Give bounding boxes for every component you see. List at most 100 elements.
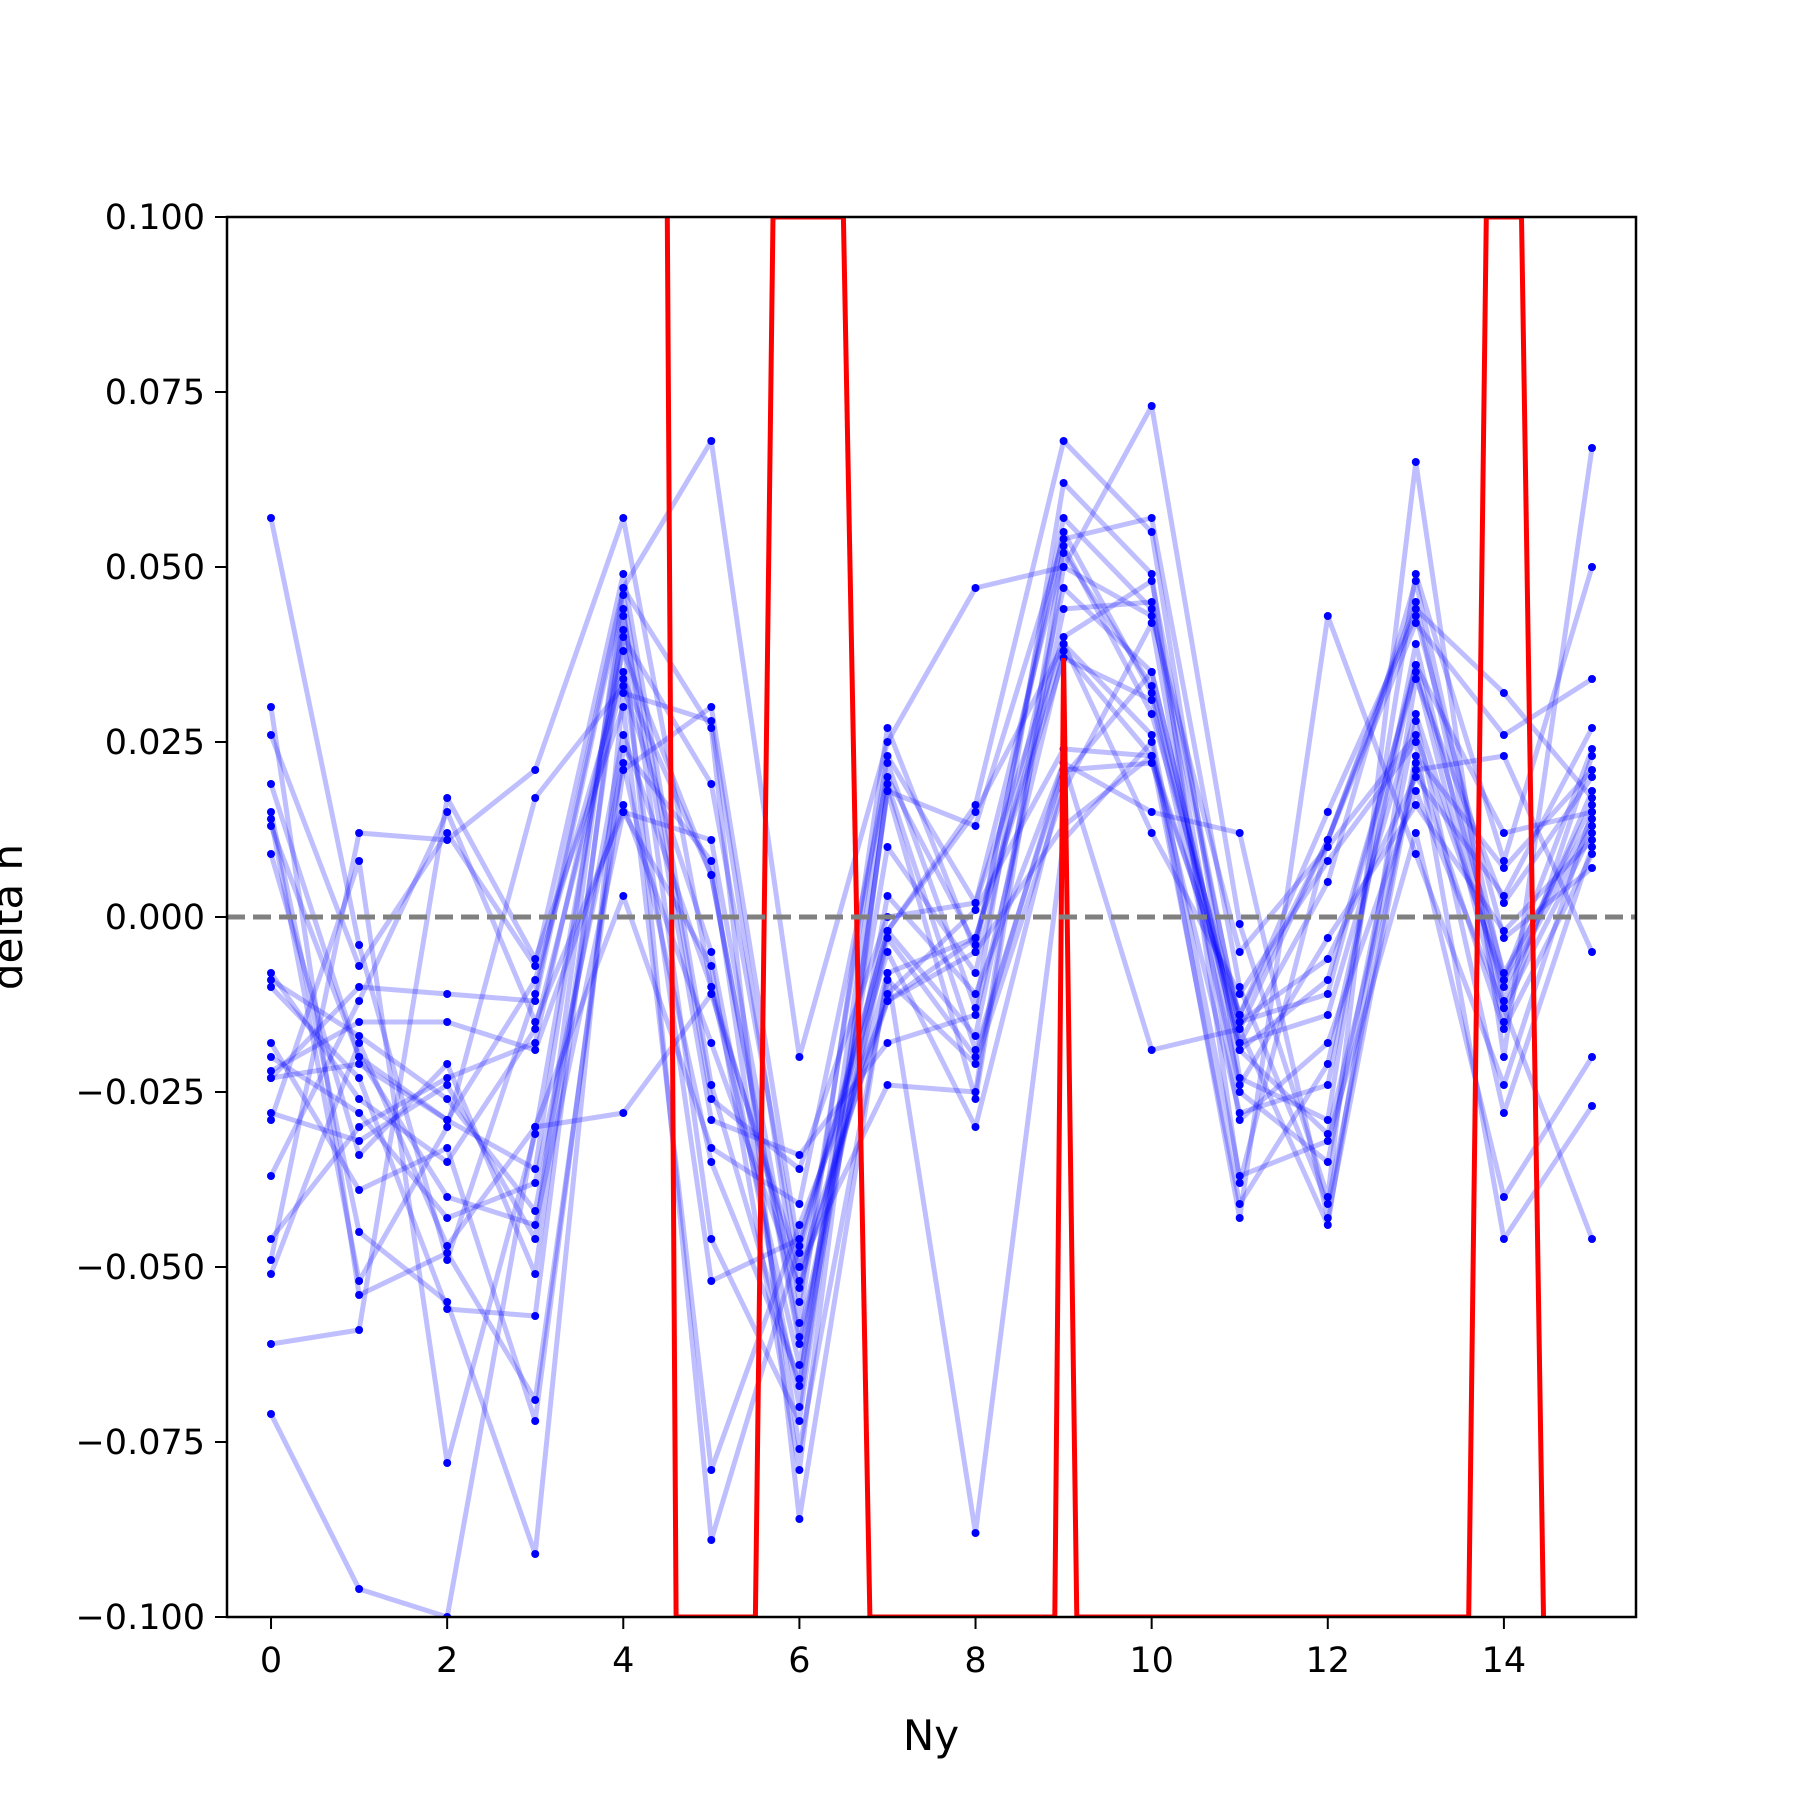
data-point: [1588, 822, 1596, 830]
data-point: [1588, 724, 1596, 732]
data-point: [707, 1158, 716, 1166]
data-point: [267, 1340, 275, 1348]
data-point: [971, 822, 980, 830]
data-point: [971, 948, 980, 956]
data-point: [1588, 843, 1596, 851]
series-line-20: [270, 641, 1595, 1473]
series-line-13: [270, 578, 1595, 1284]
data-point: [1588, 444, 1596, 452]
data-point: [267, 808, 275, 816]
data-point: [1499, 934, 1508, 942]
data-point: [443, 1158, 452, 1166]
data-point: [531, 1312, 540, 1320]
data-point: [443, 1459, 452, 1467]
data-point: [707, 1081, 716, 1089]
data-point: [443, 1095, 452, 1103]
data-point: [707, 1144, 716, 1152]
data-point: [355, 1018, 364, 1026]
data-point: [1411, 612, 1420, 620]
data-point: [1411, 766, 1420, 774]
data-point: [795, 1445, 804, 1453]
data-point: [1235, 1018, 1244, 1026]
data-point: [531, 1396, 540, 1404]
data-point: [355, 1032, 364, 1040]
data-point: [443, 829, 452, 837]
data-point: [531, 766, 540, 774]
data-point: [267, 1410, 275, 1418]
data-point: [531, 962, 540, 970]
data-point: [1411, 773, 1420, 781]
data-point: [1499, 1053, 1508, 1061]
data-point: [1147, 514, 1156, 522]
data-point: [443, 1242, 452, 1250]
data-point: [707, 948, 716, 956]
data-point: [267, 976, 275, 984]
data-point: [707, 857, 716, 865]
x-tick-label: 0: [260, 1641, 282, 1681]
data-point: [1323, 1011, 1332, 1019]
data-point: [1499, 899, 1508, 907]
data-point: [883, 780, 892, 788]
data-point: [883, 1081, 892, 1089]
series-line-19: [268, 529, 1595, 1275]
data-point: [1499, 1109, 1508, 1117]
data-point: [619, 605, 628, 613]
series-line-22: [268, 564, 1595, 1410]
data-point: [1147, 1046, 1156, 1054]
data-point: [795, 1333, 804, 1341]
data-point: [355, 1151, 364, 1159]
data-point: [971, 1123, 980, 1131]
data-point: [1147, 829, 1156, 837]
data-point: [707, 962, 716, 970]
data-point: [1411, 738, 1420, 746]
data-point: [1235, 1116, 1244, 1124]
data-point: [531, 1221, 540, 1229]
y-tick-label: −0.075: [75, 1423, 205, 1463]
data-point: [707, 724, 716, 732]
data-point: [1588, 850, 1596, 858]
data-point: [707, 990, 716, 998]
data-point: [1323, 1200, 1332, 1208]
data-point: [531, 794, 540, 802]
x-tick-label: 12: [1306, 1641, 1351, 1681]
data-point: [707, 437, 716, 445]
data-point: [1323, 1158, 1332, 1166]
data-point: [355, 1039, 364, 1047]
data-point: [355, 1060, 364, 1068]
data-point: [1059, 584, 1068, 592]
data-point: [619, 591, 628, 599]
data-point: [1235, 1074, 1244, 1082]
data-point: [1411, 752, 1420, 760]
x-tick-label: 10: [1129, 1641, 1174, 1681]
data-point: [355, 1123, 364, 1131]
data-point: [795, 1053, 804, 1061]
data-point: [883, 787, 892, 795]
data-point: [1059, 437, 1068, 445]
data-point: [1499, 927, 1508, 935]
data-point: [1411, 759, 1420, 767]
data-point: [1147, 612, 1156, 620]
data-point: [355, 1186, 364, 1194]
data-point: [795, 1151, 804, 1159]
data-point: [443, 1018, 452, 1026]
data-point: [1235, 1200, 1244, 1208]
data-point: [1235, 1025, 1244, 1033]
data-point: [883, 773, 892, 781]
data-point: [1588, 794, 1596, 802]
data-point: [883, 892, 892, 900]
data-point: [1411, 570, 1420, 578]
data-point: [1588, 745, 1596, 753]
data-point: [267, 815, 275, 823]
data-point: [971, 1095, 980, 1103]
data-point: [1147, 577, 1156, 585]
data-point: [355, 1074, 364, 1082]
x-axis-title: Ny: [903, 1711, 959, 1760]
data-point: [1235, 1088, 1244, 1096]
data-point: [707, 836, 716, 844]
data-point: [267, 1172, 275, 1180]
data-point: [531, 1207, 540, 1215]
data-point: [1588, 773, 1596, 781]
data-point: [267, 1039, 275, 1047]
data-point: [883, 934, 892, 942]
